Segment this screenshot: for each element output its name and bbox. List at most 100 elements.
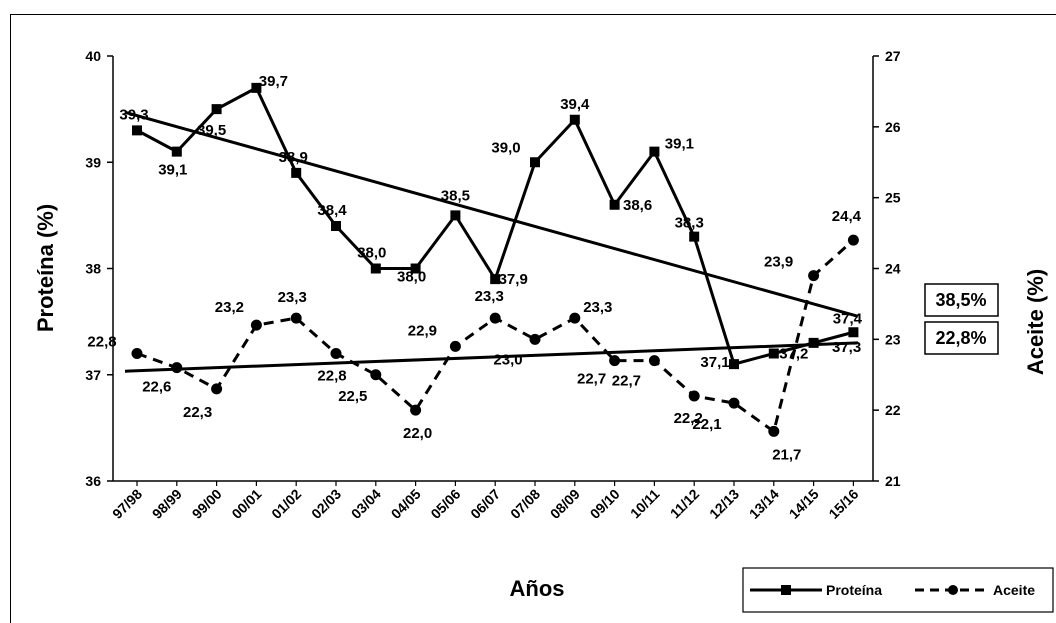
data-labels: 39,3 39,1 39,5 39,7 38,9 38,4 38,0 38,0 38,5 37,9… [87,73,862,464]
point-oil [290,312,302,324]
point-protein [450,210,461,221]
right-tick-label: 22 [885,402,901,418]
data-label-protein: 39,7 [259,73,288,90]
x-tick-label: 02/03 [308,486,344,522]
data-label-protein: 39,0 [491,139,520,156]
data-label-protein: 38,6 [623,197,652,214]
data-label-protein: 39,1 [665,136,694,153]
annotation-oil: 22,8% [935,328,986,348]
point-oil [211,383,223,395]
point-oil [808,270,820,282]
legend-label-oil: Aceite [993,582,1035,598]
point-oil [330,348,342,359]
trendline-oil [124,341,859,373]
x-tick-label: 99/00 [189,486,225,522]
legend: Proteína Aceite [742,567,1054,613]
data-label-oil: 24,4 [832,208,862,225]
annotation-box-oil: 22,8% [924,321,999,355]
data-label-protein: 39,3 [119,106,148,123]
data-label-protein: 37,2 [779,346,808,363]
x-tick-label: 98/99 [149,486,185,522]
data-label-protein: 38,5 [441,187,470,204]
data-label-protein: 37,9 [499,271,528,288]
left-tick-label: 38 [85,261,101,277]
data-label-oil: 23,9 [764,254,793,271]
point-protein [729,359,739,370]
right-tick-label: 25 [885,190,901,206]
data-label-oil: 23,3 [475,288,504,305]
point-protein [132,125,142,136]
x-tick-label: 07/08 [507,486,543,522]
data-label-protein: 38,0 [397,269,426,286]
data-label-oil: 22,7 [612,373,641,390]
point-protein [808,337,819,348]
legend-marker-protein [781,585,791,595]
x-tick-label: 97/98 [109,486,145,522]
data-label-oil: 22,1 [692,416,721,433]
left-tick-label: 37 [85,367,101,383]
series-line-oil [136,239,855,433]
right-axis-ticks: 21 22 23 24 25 26 27 [873,48,901,489]
legend-label-protein: Proteína [826,582,882,598]
x-tick-label: 13/14 [746,486,782,522]
trendline-protein [124,110,859,318]
data-label-oil: 22,9 [408,322,437,339]
left-tick-label: 39 [85,154,101,170]
right-tick-label: 23 [885,331,901,347]
x-tick-label: 12/13 [706,486,742,522]
data-label-protein: 39,5 [197,122,226,139]
point-protein [569,114,580,125]
left-tick-label: 40 [85,48,101,64]
point-protein [649,146,660,157]
x-axis-title: Años [510,576,565,601]
point-oil [489,312,501,324]
data-label-oil: 23,3 [583,299,612,316]
left-tick-label: 36 [85,473,101,489]
data-label-oil: 22,0 [403,425,432,442]
data-label-oil: 21,7 [772,446,801,463]
data-label-oil: 22,3 [183,404,212,421]
point-protein [291,167,302,178]
left-axis-ticks: 36 37 38 39 40 [85,48,113,489]
data-label-oil: 22,8 [87,334,116,351]
series-markers [131,82,859,437]
right-tick-label: 24 [885,261,901,277]
point-oil [648,355,660,367]
x-axis-ticks: 97/98 98/99 99/00 00/01 01/02 02/03 03/04 04/05… [109,481,862,522]
y2-axis-title: Aceite (%) [1023,269,1048,375]
data-label-protein: 39,4 [560,96,590,113]
annotation-box-protein: 38,5% [924,283,999,317]
chart-frame [10,14,1056,623]
x-tick-label: 14/15 [786,486,822,522]
point-oil [131,348,143,359]
point-oil [609,355,621,367]
point-oil [250,319,262,331]
annotation-protein: 38,5% [935,290,986,310]
x-tick-label: 09/10 [587,486,623,522]
x-tick-label: 01/02 [268,486,304,522]
data-label-protein: 38,0 [357,245,386,262]
point-oil [728,397,740,409]
point-protein [251,82,262,93]
data-label-protein: 37,4 [833,310,863,327]
trendlines [124,110,859,373]
point-oil [370,369,382,381]
x-tick-label: 03/04 [348,486,384,522]
x-tick-label: 06/07 [467,486,503,522]
data-label-oil: 23,2 [215,299,244,316]
data-label-oil: 23,3 [278,289,307,306]
point-protein [689,231,700,242]
right-tick-label: 27 [885,48,901,64]
point-protein [768,348,779,359]
data-label-oil: 22,7 [577,371,606,388]
data-label-oil: 23,0 [493,351,522,368]
point-protein [609,199,620,210]
x-tick-label: 08/09 [547,486,583,522]
right-tick-label: 26 [885,119,901,135]
point-oil [410,404,422,416]
data-label-protein: 38,9 [279,149,308,166]
point-protein [211,104,222,115]
legend-marker-oil [948,585,958,595]
point-protein [490,274,501,285]
point-protein [848,327,859,338]
